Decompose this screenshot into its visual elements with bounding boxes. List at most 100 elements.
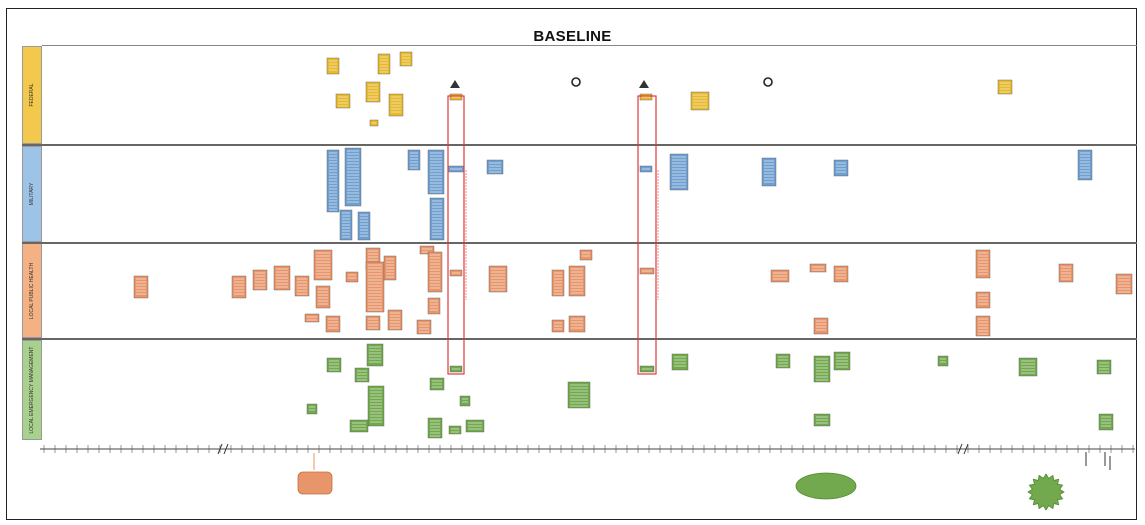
public-health-event-box (252, 269, 268, 291)
public-health-event-box (1058, 263, 1074, 283)
military-event-box (1077, 149, 1093, 181)
public-health-event-box (416, 319, 432, 335)
axis-break-icon (217, 443, 229, 455)
flag-icon (639, 80, 649, 88)
military-event-box (639, 165, 653, 173)
military-event-box (339, 209, 353, 241)
lane-label-military: MILITARY (22, 146, 42, 242)
milestone-ellipse (795, 472, 857, 500)
public-health-event-box (551, 319, 565, 333)
diagram-frame (6, 8, 1137, 520)
public-health-event-box (383, 255, 397, 281)
title-rule (42, 45, 1137, 46)
military-event-box (669, 153, 689, 191)
diagram-title: BASELINE (533, 28, 612, 45)
military-event-box (761, 157, 777, 187)
emergency-event-box (813, 413, 831, 427)
federal-event-box (690, 91, 710, 111)
public-health-event-box (345, 271, 359, 283)
public-health-event-box (579, 249, 593, 261)
axis-break-icon (957, 443, 969, 455)
emergency-event-box (449, 365, 463, 373)
highlight-column (447, 95, 465, 375)
public-health-event-box (325, 315, 341, 333)
lane-separator (22, 144, 1137, 146)
federal-event-box (365, 81, 381, 103)
public-health-event-box (833, 265, 849, 283)
lane-separator (22, 338, 1137, 340)
ring-icon (571, 77, 581, 87)
lane-label-emergency: LOCAL EMERGENCY MANAGEMENT (22, 340, 42, 440)
military-event-box (447, 165, 465, 173)
public-health-event-box (975, 249, 991, 279)
military-event-box (357, 211, 371, 241)
public-health-event-box (770, 269, 790, 283)
military-event-box (344, 147, 362, 207)
military-event-box (486, 159, 504, 175)
emergency-event-box (448, 425, 462, 435)
public-health-event-box (365, 315, 381, 331)
emergency-event-box (367, 385, 385, 427)
lane-label-federal: FEDERAL (22, 46, 42, 144)
public-health-event-box (313, 249, 333, 281)
federal-event-box (388, 93, 404, 117)
emergency-event-box (813, 355, 831, 383)
public-health-event-box (551, 269, 565, 297)
emergency-event-box (937, 355, 949, 367)
emergency-event-box (1096, 359, 1112, 375)
public-health-event-box (273, 265, 291, 291)
emergency-event-box (349, 419, 369, 433)
ring-icon (763, 77, 773, 87)
emergency-event-box (429, 377, 445, 391)
public-health-event-box (813, 317, 829, 335)
federal-event-box (449, 93, 463, 101)
military-event-box (429, 197, 445, 241)
flag-icon (450, 80, 460, 88)
emergency-event-box (354, 367, 370, 383)
public-health-event-box (449, 269, 463, 277)
public-health-event-box (231, 275, 247, 299)
public-health-event-box (387, 309, 403, 331)
emergency-event-box (1098, 413, 1114, 431)
military-event-box (407, 149, 421, 171)
military-event-box (427, 149, 445, 195)
emergency-event-box (465, 419, 485, 433)
federal-event-box (335, 93, 351, 109)
public-health-event-box (488, 265, 508, 293)
emergency-event-box (306, 403, 318, 415)
milestone-box (297, 471, 333, 495)
military-event-box (326, 149, 340, 213)
public-health-event-box (1115, 273, 1133, 295)
public-health-event-box (133, 275, 149, 299)
emergency-event-box (775, 353, 791, 369)
emergency-event-box (427, 417, 443, 439)
milestone-seal (1027, 473, 1065, 511)
lane-separator (22, 242, 1137, 244)
emergency-event-box (326, 357, 342, 373)
federal-event-box (399, 51, 413, 67)
public-health-event-box (639, 267, 655, 275)
federal-event-box (369, 119, 379, 127)
public-health-event-box (975, 315, 991, 337)
public-health-event-box (365, 261, 385, 313)
public-health-event-box (427, 297, 441, 315)
federal-event-box (639, 93, 653, 101)
public-health-event-box (315, 285, 331, 309)
public-health-event-box (427, 251, 443, 293)
public-health-event-box (304, 313, 320, 323)
emergency-event-box (366, 343, 384, 367)
military-event-box (833, 159, 849, 177)
emergency-event-box (459, 395, 471, 407)
emergency-event-box (567, 381, 591, 409)
public-health-event-box (809, 263, 827, 273)
federal-event-box (997, 79, 1013, 95)
public-health-event-box (294, 275, 310, 297)
federal-event-box (377, 53, 391, 75)
public-health-event-box (568, 265, 586, 297)
emergency-event-box (671, 353, 689, 371)
highlight-column (637, 95, 657, 375)
federal-event-box (326, 57, 340, 75)
emergency-event-box (1018, 357, 1038, 377)
public-health-event-box (975, 291, 991, 309)
